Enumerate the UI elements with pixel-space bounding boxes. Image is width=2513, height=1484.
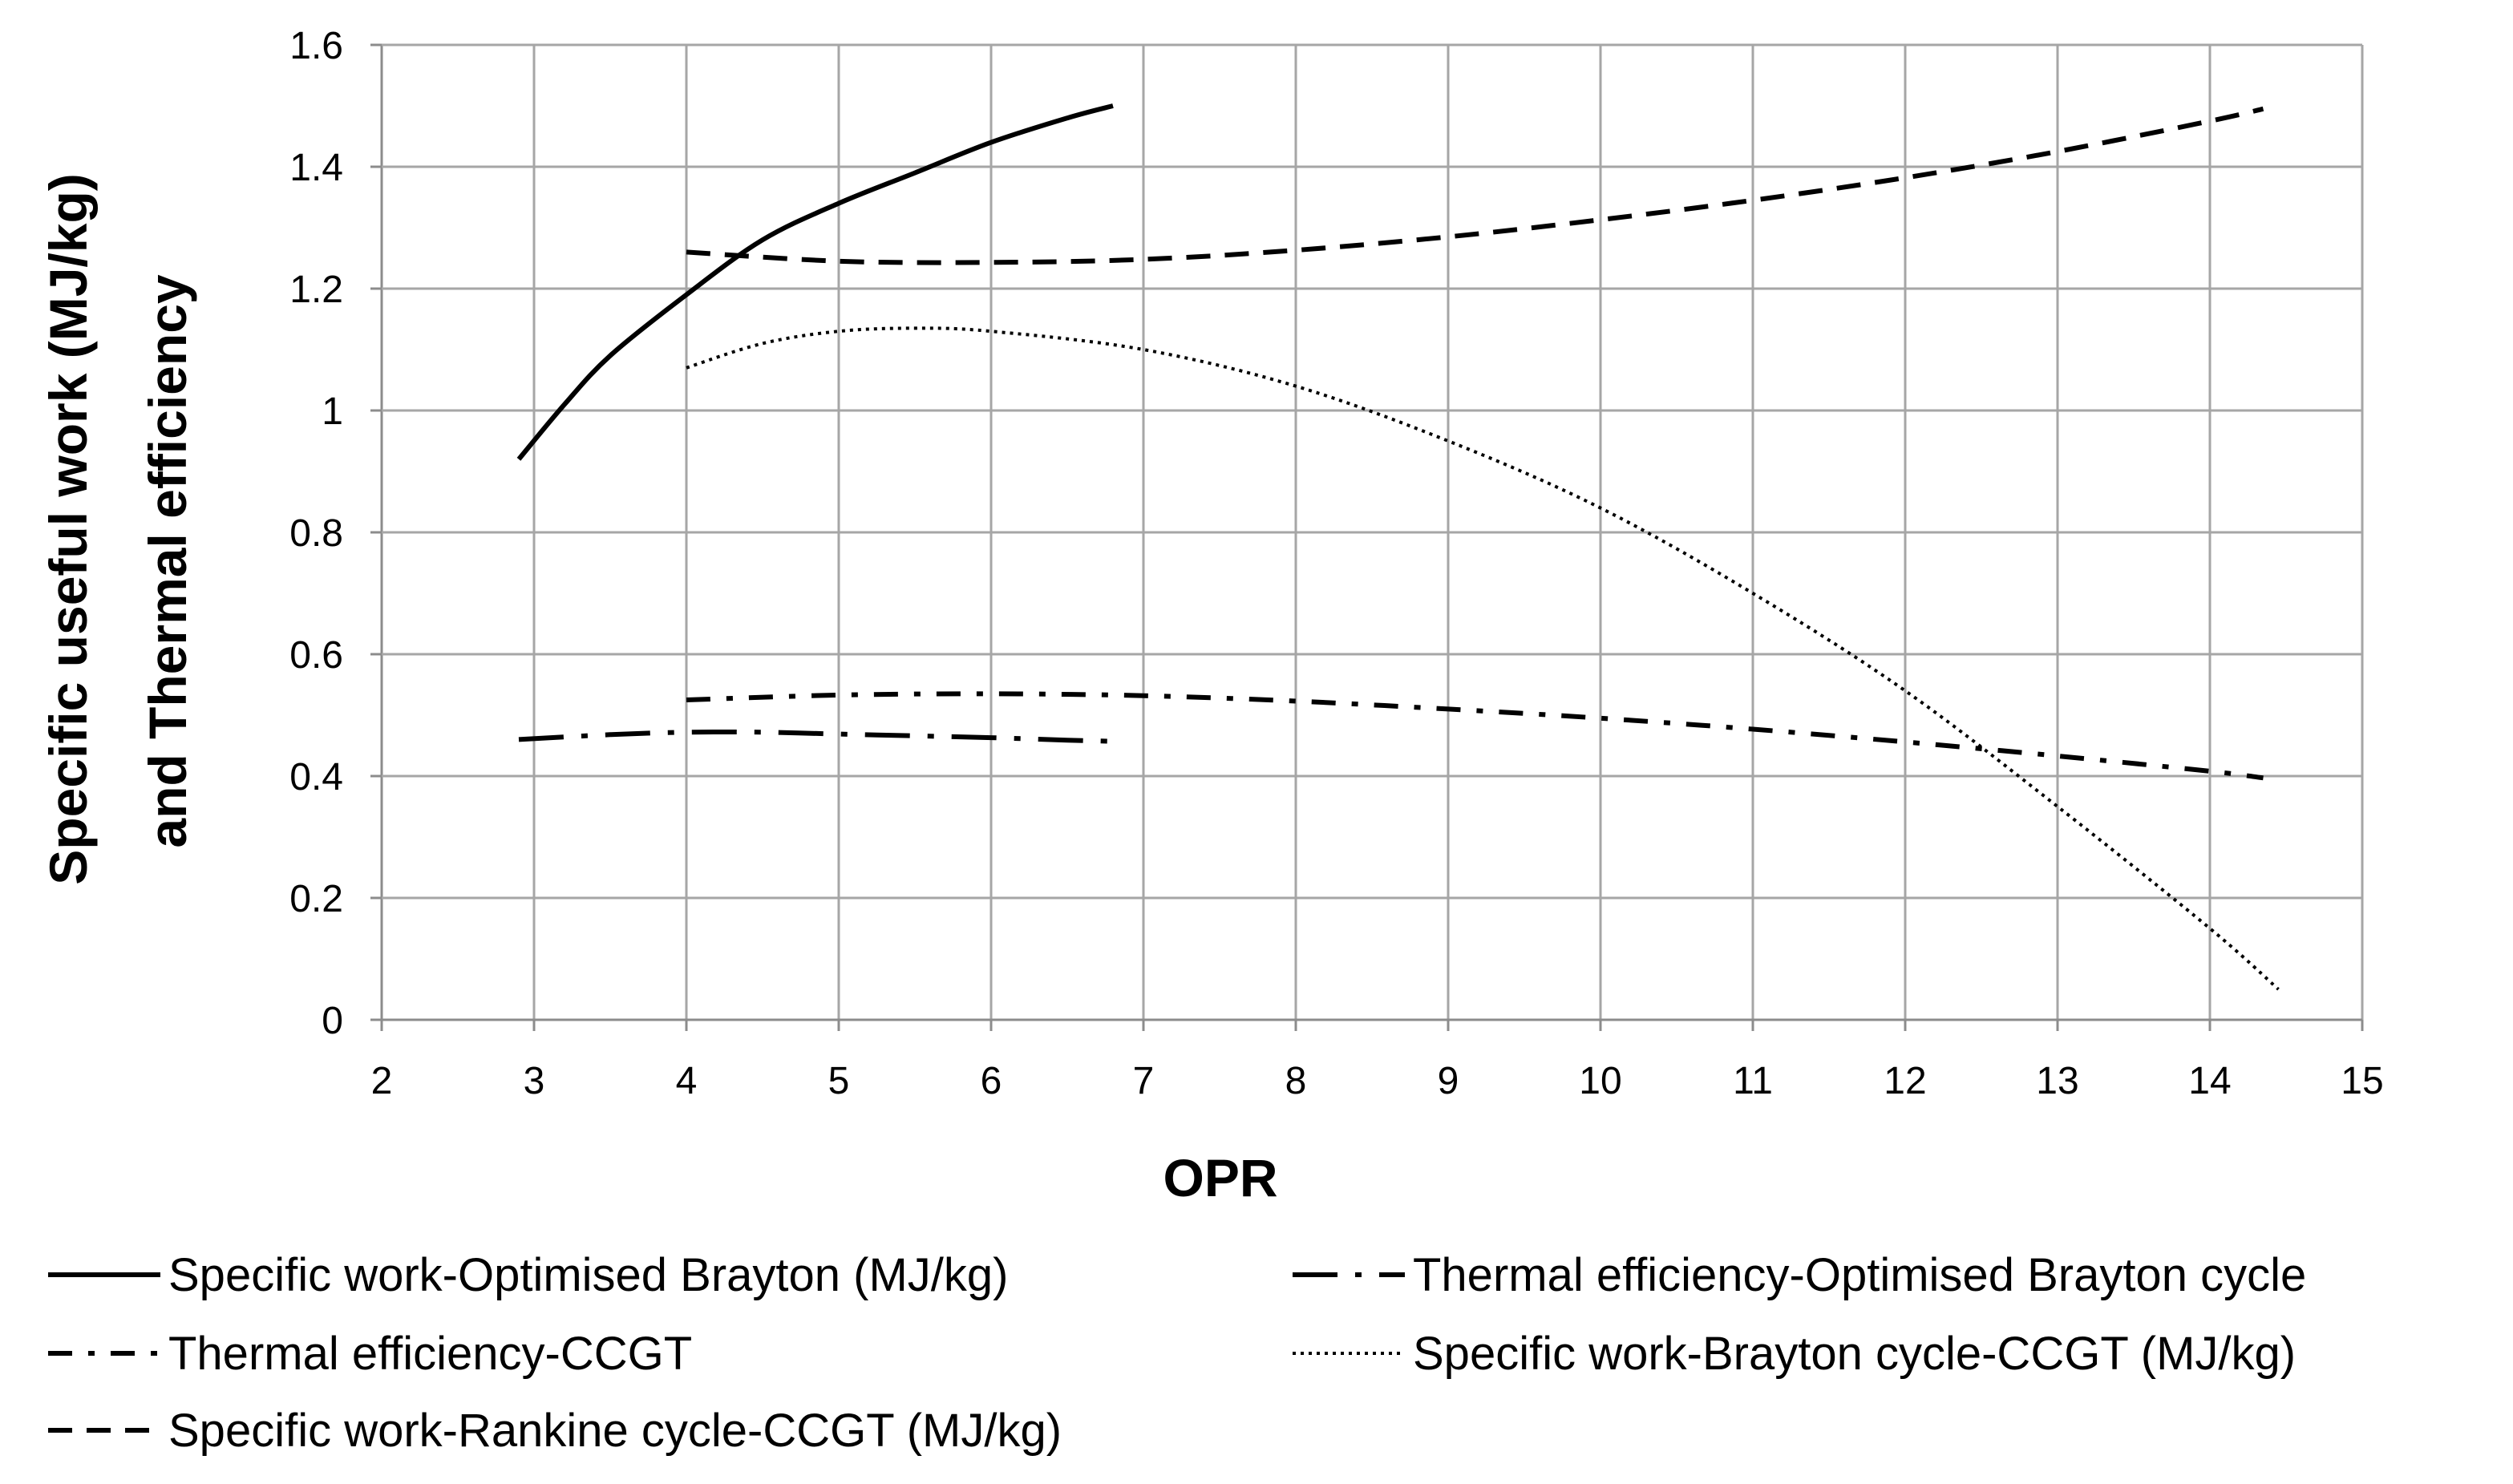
legend-label: Specific work-Optimised Brayton (MJ/kg) xyxy=(168,1249,1008,1301)
y-tick-label: 0.8 xyxy=(289,512,343,555)
y-axis-title-line-1: Specific useful work (MJ/kg) xyxy=(38,173,98,885)
y-tick-label: 0 xyxy=(322,1000,343,1042)
y-axis-title: Specific useful work (MJ/kg) and Thermal… xyxy=(38,173,197,885)
x-tick-label: 2 xyxy=(371,1060,393,1102)
x-tick-label: 5 xyxy=(828,1060,850,1102)
legend-label: Thermal efficiency-Optimised Brayton cyc… xyxy=(1413,1249,2306,1301)
series-line-thermal-efficiency-ccgt xyxy=(686,691,2264,781)
y-axis-title-line-2: and Thermal efficiency xyxy=(138,274,197,848)
y-tick-label: 0.2 xyxy=(289,878,343,920)
x-tick-label: 4 xyxy=(676,1060,698,1102)
x-tick-label: 15 xyxy=(2341,1060,2383,1102)
legend-label: Specific work-Rankine cycle-CCGT (MJ/kg) xyxy=(168,1405,1062,1457)
legend-item: Thermal efficiency-CCGT xyxy=(48,1328,692,1380)
grid-layer xyxy=(370,43,2364,1031)
y-tick-label: 1.6 xyxy=(289,25,343,67)
x-tick-label: 13 xyxy=(2036,1060,2078,1102)
y-tick-label: 1.2 xyxy=(289,269,343,311)
x-tick-label: 9 xyxy=(1438,1060,1459,1102)
legend-label: Thermal efficiency-CCGT xyxy=(168,1328,692,1380)
x-tick-label: 3 xyxy=(524,1060,545,1102)
legend-item: Specific work-Optimised Brayton (MJ/kg) xyxy=(48,1249,1008,1301)
y-tick-label: 0.6 xyxy=(289,634,343,677)
series-layer xyxy=(516,103,2280,991)
x-tick-label: 6 xyxy=(981,1060,1002,1102)
legend-item: Thermal efficiency-Optimised Brayton cyc… xyxy=(1293,1249,2306,1301)
series-line-thermal-efficiency-optimised-brayton xyxy=(518,729,1114,744)
y-tick-label: 1 xyxy=(322,390,343,433)
x-tick-label: 8 xyxy=(1285,1060,1307,1102)
x-tick-label: 14 xyxy=(2188,1060,2231,1102)
y-tick-label: 0.4 xyxy=(289,756,343,799)
series-line-specific-work-rankine-ccgt xyxy=(686,106,2264,265)
y-tick-label: 1.4 xyxy=(289,147,343,189)
x-tick-label: 11 xyxy=(1733,1060,1773,1102)
x-tick-label: 7 xyxy=(1133,1060,1155,1102)
legend-item: Specific work-Brayton cycle-CCGT (MJ/kg) xyxy=(1293,1328,2296,1380)
x-tick-label: 10 xyxy=(1579,1060,1621,1102)
tick-label-layer: 2 3 4 5 6 7 8 9 10 11 12 13 14 15 0 0.2 0.4 0.6 0.8 1 1.2 1.4… xyxy=(289,25,2383,1102)
x-axis-title: OPR xyxy=(1163,1148,1277,1207)
legend-item: Specific work-Rankine cycle-CCGT (MJ/kg) xyxy=(48,1405,1062,1457)
legend: Specific work-Optimised Brayton (MJ/kg) T… xyxy=(48,1249,2306,1457)
series-line-specific-work-optimised-brayton xyxy=(516,103,1114,461)
x-tick-label: 12 xyxy=(1884,1060,1926,1102)
series-line-specific-work-brayton-ccgt xyxy=(686,326,2280,991)
legend-label: Specific work-Brayton cycle-CCGT (MJ/kg) xyxy=(1413,1328,2296,1380)
